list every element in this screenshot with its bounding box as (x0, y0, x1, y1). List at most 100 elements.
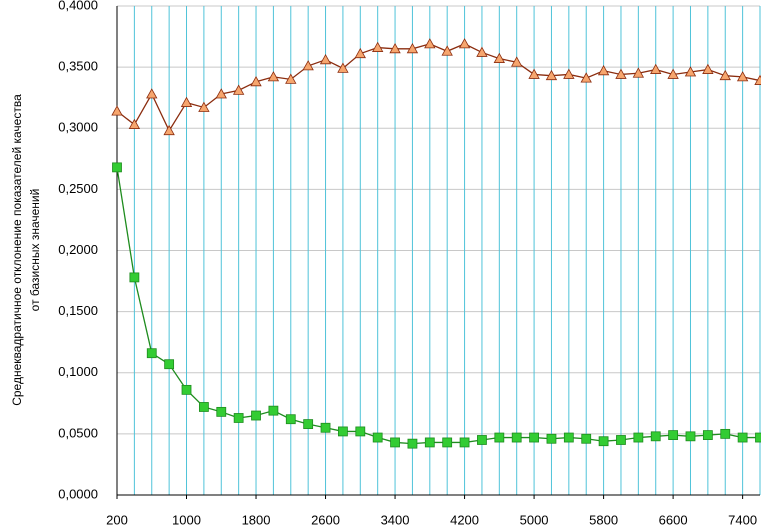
marker (233, 413, 244, 423)
marker (251, 410, 261, 421)
marker (580, 72, 592, 83)
marker (511, 432, 522, 443)
marker (371, 41, 384, 52)
marker (268, 405, 279, 416)
marker (737, 432, 748, 443)
marker (529, 432, 539, 443)
marker (685, 431, 696, 442)
x-tick-label: 4200 (450, 512, 479, 526)
x-tick-label: 3400 (381, 512, 410, 526)
marker (355, 426, 366, 437)
marker (424, 38, 436, 49)
y-tick-label: 0,1500 (58, 303, 98, 318)
marker (406, 42, 419, 54)
marker (546, 433, 557, 444)
marker (545, 69, 558, 81)
marker (389, 42, 401, 54)
x-tick-label: 1000 (172, 512, 201, 526)
marker (111, 105, 123, 116)
marker (285, 414, 296, 425)
marker (477, 435, 487, 445)
marker (736, 71, 749, 82)
marker (181, 384, 192, 395)
marker (476, 46, 488, 57)
marker (441, 45, 453, 56)
marker (163, 124, 175, 136)
marker (338, 426, 348, 437)
marker (319, 53, 332, 65)
marker (112, 162, 122, 173)
marker (650, 63, 662, 74)
marker (164, 359, 175, 370)
marker (232, 84, 245, 95)
marker (303, 419, 314, 429)
marker (615, 68, 627, 79)
x-tick-label: 5000 (520, 512, 549, 526)
marker (684, 66, 697, 77)
marker (494, 432, 505, 443)
marker (372, 432, 383, 443)
marker (424, 437, 435, 448)
marker (128, 118, 141, 129)
y-axis-label: от базисных значений (28, 189, 42, 312)
marker (302, 60, 314, 71)
marker (754, 74, 761, 85)
marker (354, 47, 366, 59)
y-tick-label: 0,1000 (58, 364, 98, 379)
marker (563, 68, 575, 79)
marker (719, 69, 731, 81)
marker (720, 428, 731, 439)
marker (755, 432, 761, 443)
marker (285, 73, 297, 84)
y-tick-label: 0,3500 (58, 59, 98, 74)
marker (668, 430, 679, 440)
marker (616, 435, 626, 445)
series-line (116, 167, 760, 445)
y-tick-label: 0,0500 (58, 425, 98, 440)
y-tick-label: 0,0000 (58, 486, 98, 501)
y-tick-label: 0,4000 (58, 0, 98, 12)
y-tick-label: 0,2000 (58, 242, 98, 257)
marker (390, 437, 400, 448)
marker (667, 68, 679, 79)
y-axis-label: Среднеквадратичное отклонение показателе… (10, 94, 24, 406)
marker (146, 88, 158, 99)
marker (632, 67, 645, 78)
marker (407, 438, 418, 449)
marker (180, 96, 193, 107)
marker (198, 101, 210, 112)
marker (216, 406, 227, 417)
x-tick-label: 7400 (728, 512, 757, 526)
marker (442, 437, 453, 448)
marker (702, 430, 713, 440)
x-tick-label: 1800 (242, 512, 271, 526)
marker (146, 348, 157, 359)
x-tick-label: 2600 (311, 512, 340, 526)
y-tick-label: 0,3000 (58, 120, 98, 135)
x-tick-label: 6600 (659, 512, 688, 526)
marker (458, 38, 471, 49)
marker (633, 432, 644, 443)
marker (198, 402, 209, 412)
marker (650, 431, 661, 442)
marker (511, 56, 523, 67)
marker (702, 63, 714, 74)
y-tick-label: 0,2500 (58, 181, 98, 196)
marker (320, 422, 331, 433)
marker (528, 68, 540, 79)
marker (581, 433, 592, 444)
marker (563, 432, 574, 443)
marker (250, 75, 262, 87)
x-tick-label: 5800 (589, 512, 618, 526)
marker (459, 437, 470, 448)
x-tick-label: 200 (106, 512, 128, 526)
marker (597, 64, 610, 76)
marker (267, 71, 280, 82)
marker (493, 52, 506, 63)
marker (215, 88, 227, 99)
marker (129, 272, 140, 283)
marker (337, 62, 349, 73)
marker (598, 436, 609, 447)
series-line (116, 43, 761, 133)
